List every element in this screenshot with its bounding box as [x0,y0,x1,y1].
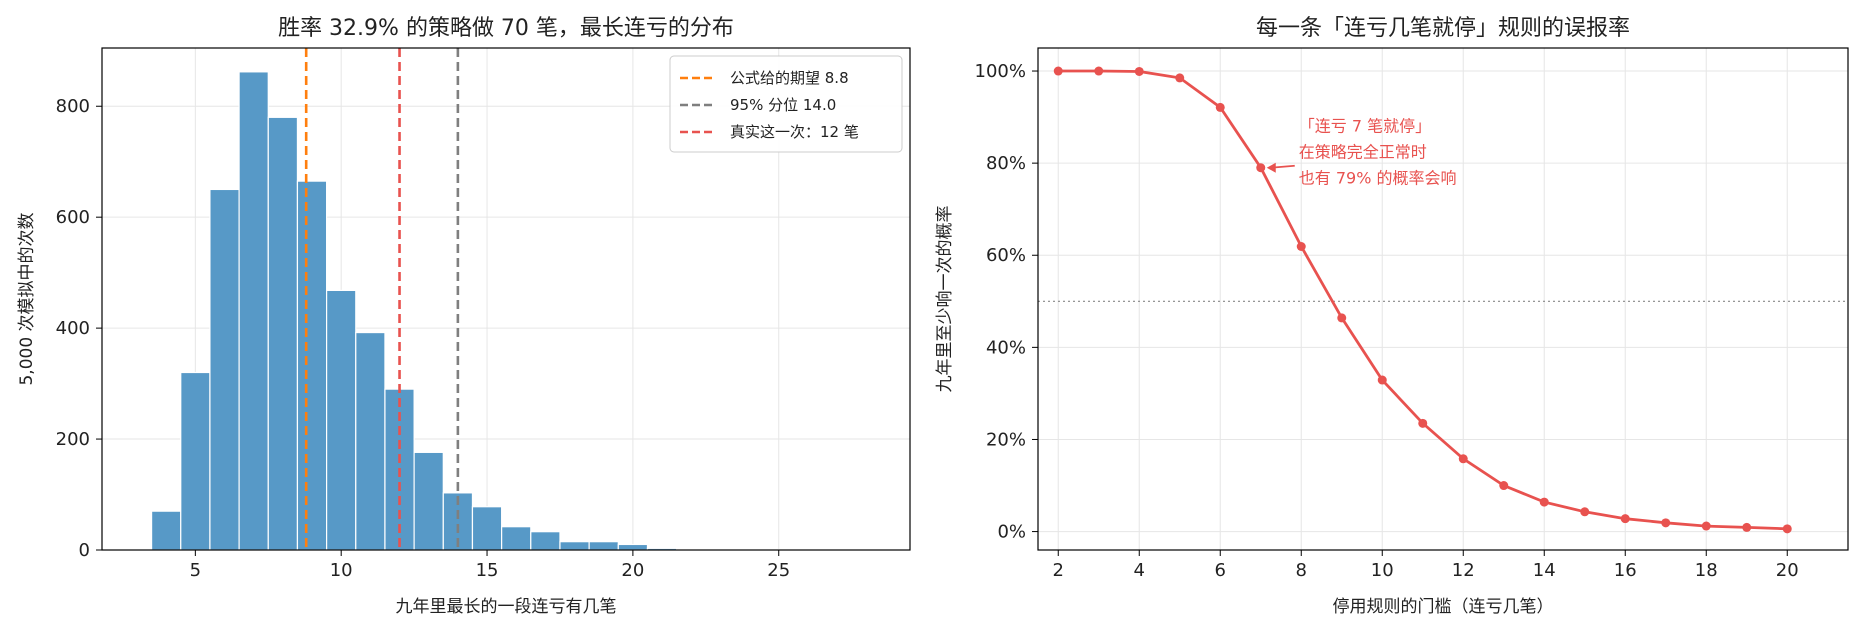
chart2-y-tick-label: 80% [986,153,1026,174]
false-alarm-line-chart: 每一条「连亏几笔就停」规则的误报率 2 4 6 8 10 12 14 16 18 20 0% 20%… [935,16,1849,617]
chart2-data-point [1256,163,1266,173]
chart2-x-tick-label: 16 [1614,560,1637,581]
chart2-y-tick-label: 60% [986,245,1026,266]
histogram-bar [209,188,240,551]
legend-label: 95% 分位 14.0 [730,96,836,114]
chart2-data-point [1053,66,1063,76]
histogram-bar [530,531,561,551]
chart1-y-tick-label: 0 [79,540,90,561]
chart1-legend: 公式给的期望 8.8 95% 分位 14.0 真实这一次：12 笔 [669,55,903,153]
annotation-arrow-head [1266,162,1276,173]
chart2-data-point [1580,507,1590,517]
annotation-text-line: 在策略完全正常时 [1299,143,1427,162]
histogram-bar [501,526,532,551]
chart2-y-tick-label: 100% [975,61,1026,82]
chart2-data-point [1377,375,1387,385]
chart2-plot-frame [1037,47,1849,551]
chart2-x-tick-label: 12 [1452,560,1475,581]
chart2-x-tick-label: 4 [1134,560,1145,581]
chart1-x-axis-label: 九年里最长的一段连亏有几笔 [396,597,617,617]
chart1-y-tick-label: 800 [56,96,90,117]
histogram-bar [180,371,211,551]
histogram-bar [150,510,182,551]
chart2-data-point [1539,497,1549,507]
chart2-data-point [1134,66,1144,76]
chart2-x-tick-label: 18 [1695,560,1718,581]
chart1-x-tick-label: 20 [621,560,644,581]
chart2-title: 每一条「连亏几笔就停」规则的误报率 [1256,16,1630,41]
chart2-y-tick-label: 40% [986,337,1026,358]
chart2-x-tick-label: 10 [1371,560,1394,581]
histogram-bar [326,289,357,551]
chart2-data-point [1458,454,1468,464]
chart2-data-point [1175,73,1185,83]
histogram-bar [355,331,386,551]
chart1-y-axis-label: 5,000 次模拟中的次数 [17,212,37,385]
chart2-data-point [1337,313,1347,323]
chart1-x-tick-label: 25 [767,560,790,581]
histogram-bar [296,180,328,551]
legend-box [669,55,903,153]
histogram-bar [413,451,444,551]
histogram-bar [238,71,269,551]
chart2-series-line [1058,69,1788,531]
chart2-x-tick-label: 20 [1776,560,1799,581]
chart2-y-tick-label: 20% [986,429,1026,450]
chart1-y-tick-label: 600 [56,207,90,228]
histogram-bar [471,506,503,551]
histogram-bar [617,543,649,551]
chart2-data-point [1782,524,1792,534]
chart1-y-tick-label: 200 [56,429,90,450]
chart2-x-tick-label: 8 [1296,560,1307,581]
histogram-bar [588,541,619,551]
histogram-bar [267,116,299,551]
chart2-x-tick-label: 2 [1053,560,1064,581]
chart1-y-tick-label: 400 [56,318,90,339]
legend-label: 真实这一次：12 笔 [730,123,859,141]
chart1-x-tick-label: 5 [190,560,201,581]
chart2-x-axis-label: 停用规则的门槛（连亏几笔） [1333,597,1554,617]
chart1-title: 胜率 32.9% 的策略做 70 笔，最长连亏的分布 [278,16,734,41]
chart2-data-point [1742,522,1752,532]
chart2-data-point [1620,514,1630,524]
histogram-bar [559,541,590,551]
chart2-data-point [1499,481,1509,491]
chart2-data-point [1215,102,1225,112]
chart1-plot-frame [101,47,911,551]
chart2-data-point [1418,418,1428,428]
chart1-x-tick-label: 10 [330,560,353,581]
chart2-x-tick-label: 14 [1533,560,1556,581]
chart2-data-point [1094,66,1104,76]
annotation-text-line: 「连亏 7 笔就停」 [1299,117,1431,136]
chart2-data-point [1661,518,1671,528]
chart1-x-tick-label: 15 [476,560,499,581]
chart2-y-axis-label: 九年里至少响一次的概率 [935,206,955,393]
chart2-y-tick-label: 0% [997,522,1026,543]
chart2-data-point [1296,241,1306,251]
chart2-data-point [1701,521,1711,531]
legend-label: 公式给的期望 8.8 [730,69,849,87]
histogram-chart: 胜率 32.9% 的策略做 70 笔，最长连亏的分布 5 10 15 20 25 0 20… [17,16,911,617]
annotation-text-line: 也有 79% 的概率会响 [1299,169,1457,188]
chart2-x-tick-label: 6 [1215,560,1226,581]
